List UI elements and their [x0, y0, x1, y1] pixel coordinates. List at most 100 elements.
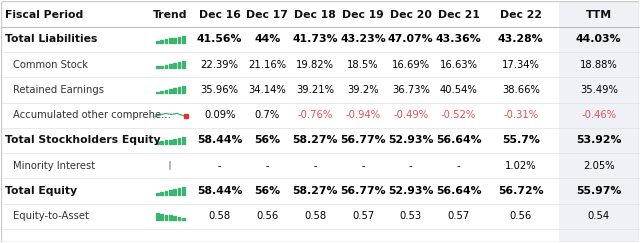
Bar: [169, 38, 172, 43]
Bar: [182, 86, 185, 94]
Text: Dec 22: Dec 22: [500, 9, 541, 19]
Text: Dec 18: Dec 18: [294, 9, 336, 19]
Text: -0.94%: -0.94%: [346, 110, 381, 120]
Bar: [182, 61, 185, 68]
Bar: [160, 141, 163, 144]
Bar: [182, 218, 185, 220]
Text: -: -: [266, 161, 269, 171]
Text: Retained Earnings: Retained Earnings: [13, 85, 104, 95]
Text: 39.21%: 39.21%: [296, 85, 334, 95]
Text: -: -: [457, 161, 460, 171]
Text: 43.23%: 43.23%: [340, 34, 386, 44]
Text: Total Stockholders Equity: Total Stockholders Equity: [5, 135, 161, 146]
Text: 35.49%: 35.49%: [580, 85, 618, 95]
Bar: [156, 66, 159, 68]
Bar: [182, 187, 185, 195]
Text: Equity-to-Asset: Equity-to-Asset: [13, 211, 89, 221]
Bar: [160, 214, 163, 220]
Bar: [164, 191, 167, 195]
Bar: [160, 192, 163, 195]
Text: -: -: [409, 161, 413, 171]
Text: 41.56%: 41.56%: [197, 34, 243, 44]
Text: Dec 19: Dec 19: [342, 9, 384, 19]
Text: 0.56: 0.56: [256, 211, 278, 221]
Text: 47.07%: 47.07%: [388, 34, 434, 44]
Text: 22.39%: 22.39%: [200, 60, 239, 69]
Text: 58.44%: 58.44%: [197, 135, 243, 146]
Text: Fiscal Period: Fiscal Period: [5, 9, 83, 19]
Bar: [178, 188, 180, 195]
Text: 19.82%: 19.82%: [296, 60, 334, 69]
Bar: [173, 139, 176, 144]
Text: 52.93%: 52.93%: [388, 135, 433, 146]
Bar: [169, 89, 172, 94]
Bar: [164, 215, 167, 220]
Text: -0.46%: -0.46%: [581, 110, 616, 120]
Text: Total Liabilities: Total Liabilities: [5, 34, 97, 44]
Text: Dec 21: Dec 21: [438, 9, 479, 19]
Bar: [173, 216, 176, 220]
Text: 0.58: 0.58: [304, 211, 326, 221]
Bar: [178, 37, 180, 43]
Text: 18.5%: 18.5%: [347, 60, 379, 69]
Text: Common Stock: Common Stock: [13, 60, 88, 69]
Text: 0.58: 0.58: [209, 211, 230, 221]
Text: 40.54%: 40.54%: [440, 85, 477, 95]
Text: -: -: [314, 161, 317, 171]
Bar: [164, 90, 167, 94]
Bar: [182, 36, 185, 43]
Bar: [156, 193, 159, 195]
Bar: [160, 66, 163, 68]
Text: -: -: [218, 161, 221, 171]
Text: 18.88%: 18.88%: [580, 60, 618, 69]
Bar: [559, 1, 639, 242]
Text: 56%: 56%: [254, 186, 280, 196]
Bar: [178, 62, 180, 68]
Text: Accumulated other comprehe...: Accumulated other comprehe...: [13, 110, 171, 120]
Bar: [164, 39, 167, 43]
Text: 16.69%: 16.69%: [392, 60, 430, 69]
Bar: [178, 87, 180, 94]
Bar: [178, 217, 180, 220]
Bar: [182, 137, 185, 144]
Text: 0.57: 0.57: [447, 211, 470, 221]
Bar: [169, 190, 172, 195]
Text: 1.02%: 1.02%: [505, 161, 536, 171]
Text: 52.93%: 52.93%: [388, 186, 433, 196]
Text: -: -: [361, 161, 365, 171]
Text: Total Equity: Total Equity: [5, 186, 77, 196]
Bar: [169, 139, 172, 144]
Text: 2.05%: 2.05%: [583, 161, 614, 171]
Text: 0.09%: 0.09%: [204, 110, 236, 120]
Text: 17.34%: 17.34%: [502, 60, 540, 69]
Text: -0.49%: -0.49%: [393, 110, 428, 120]
Text: 55.7%: 55.7%: [502, 135, 540, 146]
Text: -0.31%: -0.31%: [503, 110, 538, 120]
Text: 0.7%: 0.7%: [255, 110, 280, 120]
Bar: [160, 40, 163, 43]
Bar: [164, 140, 167, 144]
Bar: [156, 41, 159, 43]
Text: 58.27%: 58.27%: [292, 186, 338, 196]
Text: 43.28%: 43.28%: [498, 34, 543, 44]
Text: 58.27%: 58.27%: [292, 135, 338, 146]
Text: 35.96%: 35.96%: [200, 85, 239, 95]
Bar: [160, 91, 163, 94]
Text: 41.73%: 41.73%: [292, 34, 338, 44]
Text: 39.2%: 39.2%: [347, 85, 379, 95]
Text: Dec 17: Dec 17: [246, 9, 289, 19]
Text: 0.54: 0.54: [588, 211, 610, 221]
Text: 0.56: 0.56: [509, 211, 532, 221]
Text: Dec 16: Dec 16: [198, 9, 241, 19]
Text: 56.77%: 56.77%: [340, 186, 386, 196]
Text: 44.03%: 44.03%: [576, 34, 621, 44]
Bar: [156, 142, 159, 144]
Text: 16.63%: 16.63%: [440, 60, 477, 69]
Text: Minority Interest: Minority Interest: [13, 161, 95, 171]
Text: 56.64%: 56.64%: [436, 186, 481, 196]
Bar: [173, 189, 176, 195]
Text: 21.16%: 21.16%: [248, 60, 287, 69]
Text: Dec 20: Dec 20: [390, 9, 432, 19]
Text: -0.52%: -0.52%: [441, 110, 476, 120]
Text: 56.64%: 56.64%: [436, 135, 481, 146]
